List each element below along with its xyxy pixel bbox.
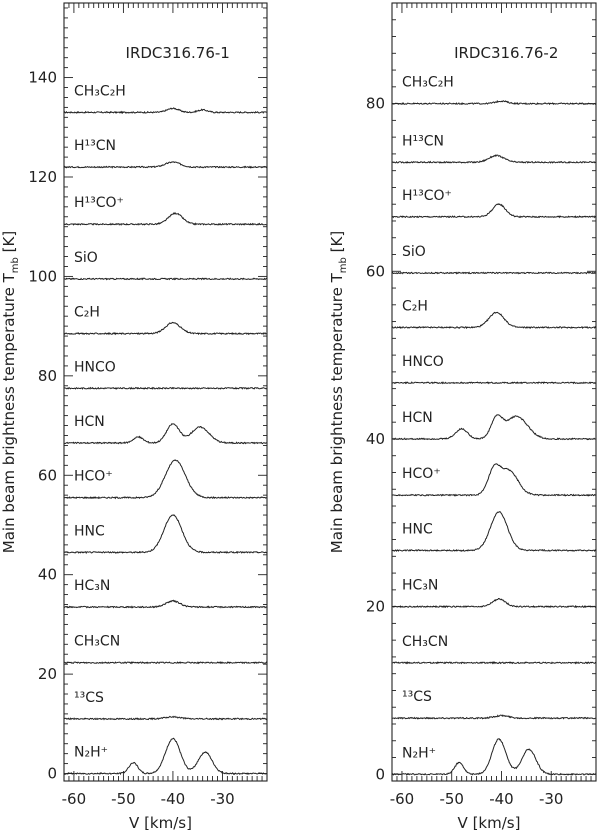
- spectrum-hco-: [63, 459, 267, 500]
- spectrum-n2h-: [63, 737, 268, 776]
- spectrum-ch3c2h: [63, 107, 268, 115]
- series-label: SiO: [74, 250, 98, 266]
- series-label: H¹³CN: [74, 138, 116, 154]
- x-tick-label: -60: [62, 790, 87, 808]
- y-tick-label: 100: [28, 267, 57, 285]
- series-label: HCO⁺: [74, 469, 113, 485]
- x-tick-label: -30: [210, 790, 235, 808]
- x-tick-label: -40: [161, 790, 186, 808]
- x-tick-label: -60: [390, 790, 415, 808]
- spectrum-ch3c2h: [391, 99, 597, 106]
- y-tick-label: 120: [28, 168, 57, 186]
- chart-title: IRDC316.76-1: [126, 44, 230, 62]
- series-label: HCN: [74, 414, 105, 430]
- spectrum-hnco: [63, 386, 268, 390]
- spectrum-hcn: [63, 423, 268, 445]
- series-label: H¹³CN: [402, 133, 444, 149]
- x-tick-label: -50: [111, 790, 136, 808]
- series-label: CH₃CN: [402, 634, 448, 650]
- series-label: HCN: [402, 410, 433, 426]
- series-label: HNCO: [74, 359, 116, 375]
- spectrum-c2h: [391, 311, 597, 330]
- x-tick-label: -40: [489, 790, 514, 808]
- series-label: CH₃C₂H: [74, 83, 126, 99]
- series-label: C₂H: [402, 298, 428, 314]
- x-axis-label: V [km/s]: [458, 814, 521, 832]
- spectrum-sio: [63, 277, 268, 281]
- y-tick-label: 60: [366, 262, 385, 280]
- y-tick-label: 40: [38, 566, 57, 584]
- chart-panel-2: 0 20 40 60 80 -60 -50 -40 -30 V [km/s] Main beam b…: [328, 2, 597, 832]
- y-axis-label: Main beam brightness temperature Tmb [K]: [0, 231, 21, 553]
- spectrum-hc3n: [63, 599, 268, 609]
- series-label: CH₃CN: [74, 634, 120, 650]
- y-tick-label: 0: [375, 765, 385, 783]
- spectrum-hnc: [63, 514, 268, 555]
- spectrum-13cs: [63, 715, 268, 721]
- series-label: HNC: [74, 523, 105, 539]
- y-tick-label: 20: [38, 665, 57, 683]
- x-tick-label: -30: [539, 790, 564, 808]
- series-label: CH₃C₂H: [402, 75, 454, 91]
- y-tick-label: 60: [38, 466, 57, 484]
- series-label: C₂H: [74, 305, 100, 321]
- spectrum-ch3cn: [391, 661, 597, 665]
- spectrum-h13cn: [63, 161, 268, 169]
- spectrum-ch3cn: [64, 661, 268, 665]
- chart-title: IRDC316.76-2: [454, 44, 558, 62]
- spectrum-hco-: [391, 463, 597, 497]
- spectrum-hc3n: [391, 598, 597, 609]
- spectrum-n2h-: [391, 738, 597, 776]
- series-label: ¹³CS: [74, 690, 104, 706]
- y-tick-label: 80: [38, 367, 57, 385]
- x-tick-label: -50: [439, 790, 464, 808]
- y-axis-label: Main beam brightness temperature Tmb [K]: [328, 231, 349, 553]
- series-label: N₂H⁺: [74, 745, 108, 761]
- y-tick-label: 80: [366, 95, 385, 113]
- spectrum-hnc: [391, 511, 597, 553]
- series-label: H¹³CO⁺: [402, 188, 452, 204]
- plot-frame: [63, 2, 268, 782]
- spectrum-hcn: [391, 414, 597, 441]
- spectrum-h13cn: [391, 154, 597, 164]
- series-label: HC₃N: [74, 578, 110, 594]
- spectrum-13cs: [391, 714, 596, 720]
- x-axis-label: V [km/s]: [129, 814, 192, 832]
- series-label: HCO⁺: [402, 466, 441, 482]
- y-tick-label: 140: [28, 69, 57, 87]
- series-label: HC₃N: [402, 578, 438, 594]
- spectrum-h13co-: [391, 203, 597, 219]
- series-label: N₂H⁺: [402, 745, 436, 761]
- y-tick-label: 20: [366, 598, 385, 616]
- spectrum-h13co-: [63, 211, 268, 226]
- series-label: ¹³CS: [402, 689, 432, 705]
- series-label: H¹³CO⁺: [74, 195, 124, 211]
- series-label: HNC: [402, 521, 433, 537]
- spectrum-c2h: [63, 321, 268, 336]
- chart-panel-1: 0 20 40 60 80 100 120 140 -60 -50 -40 -30 V [km/s] Ma…: [0, 2, 268, 832]
- series-label: SiO: [402, 244, 426, 260]
- y-tick-label: 40: [366, 430, 385, 448]
- spectrum-sio: [391, 271, 597, 275]
- y-tick-label: 0: [47, 765, 57, 783]
- plot-frame: [391, 2, 597, 782]
- series-label: HNCO: [402, 354, 444, 370]
- spectrum-hnco: [391, 381, 597, 385]
